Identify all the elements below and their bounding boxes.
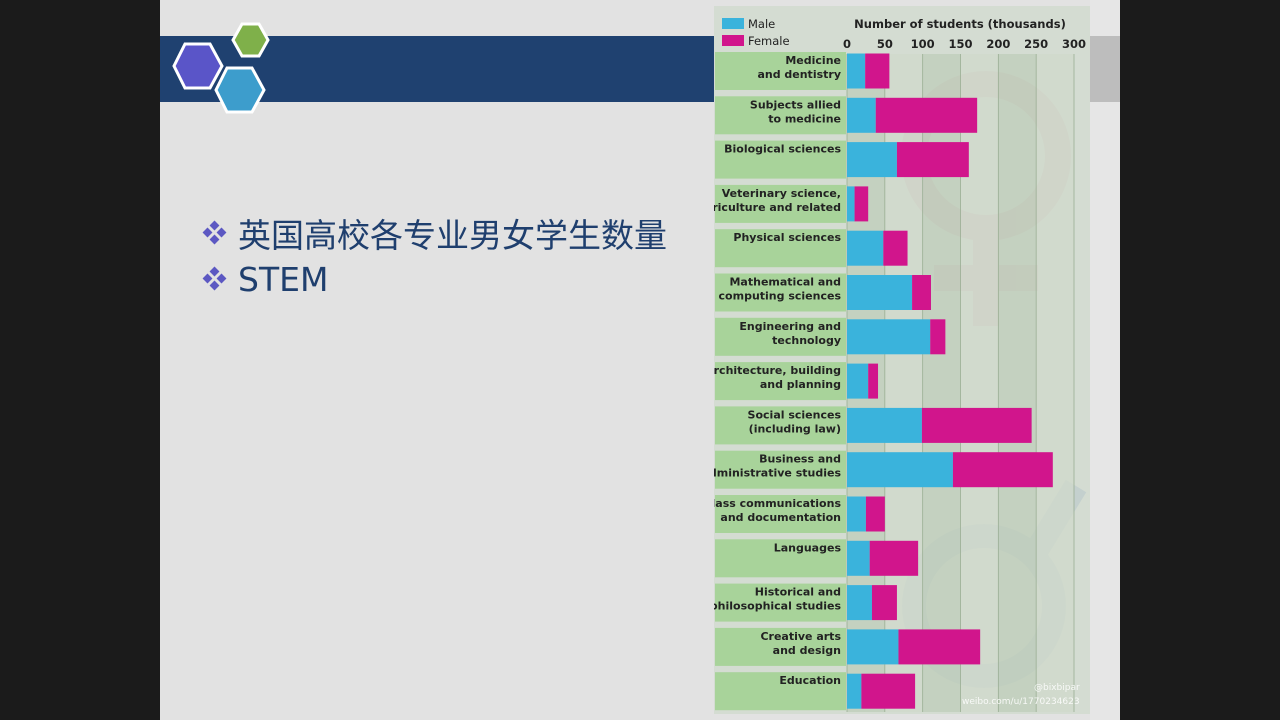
bar-female [868,363,879,399]
bar-male [847,53,866,89]
chart-title: Number of students (thousands) [854,17,1066,31]
category-label: Education [779,674,841,687]
category-label-bg [715,140,846,179]
x-tick-label: 150 [948,37,972,51]
grid-band [998,54,1037,712]
category-label: Mass communications and documentation [714,497,841,524]
bar-male [847,275,913,310]
category-label-bg [715,96,846,135]
bar-male [847,585,872,621]
bullet-text: STEM [238,259,329,299]
chart-panel: Medicine and dentistry Subjects allied to m… [697,6,1090,714]
category-label-bg [715,52,846,90]
category-label-bg [715,317,846,356]
category-label-bg [715,184,846,223]
category-label-bg [715,627,846,666]
bar-male [847,319,931,355]
legend-swatch [722,35,744,46]
bar-female [865,496,885,532]
category-label: Historical and philosophical studies [714,586,841,613]
x-tick-label: 0 [843,37,851,51]
category-label: Engineering and technology [739,320,841,347]
category-label-bg [715,495,846,533]
bar-female [875,97,978,133]
bar-male [847,142,897,178]
bullet-item: 英国高校各专业男女学生数量 [202,210,667,256]
category-label: Physical sciences [733,231,841,244]
bar-female [952,452,1053,488]
category-label-bg [715,539,846,578]
bar-male [847,540,870,576]
category-label-bg [715,362,846,401]
category-label-bg [715,672,846,711]
legend-label: Male [748,17,775,31]
x-tick-label: 300 [1062,37,1086,51]
category-label: Social sciences (including law) [748,408,842,435]
bar-female [871,585,897,621]
stacked-bar-chart: Medicine and dentistry Subjects allied to m… [697,17,1087,712]
category-label-bg [715,229,846,268]
x-tick-label: 250 [1024,37,1048,51]
watermark-handle: @bixbipar [1034,683,1080,693]
grid-band [1036,54,1074,712]
bar-male [847,407,922,443]
category-label: Creative arts and design [760,630,841,657]
diamond-bullet-icon [202,266,227,291]
category-label-bg [715,450,846,489]
bar-male [847,230,884,266]
category-label: Architecture, building and planning [714,364,841,391]
bar-male [847,629,899,665]
category-label: Subjects allied to medicine [750,98,841,125]
category-label-bg [715,406,846,445]
category-label: Mathematical and computing sciences [719,276,842,303]
x-tick-label: 50 [877,37,893,51]
bar-female [896,142,969,178]
bar-female [854,186,869,222]
bullet-text: 英国高校各专业男女学生数量 [238,216,667,255]
slide-edge-tab [1090,36,1120,102]
slide-edge [1090,0,1120,720]
category-label-bg [715,273,846,312]
bullet-item: STEM [202,256,667,302]
bar-female [930,319,946,355]
category-label-bg [715,583,846,622]
watermark-url: weibo.com/u/1770234623 [962,697,1080,707]
bar-male [847,97,876,133]
bullet-list: 英国高校各专业男女学生数量 STEM [202,210,667,302]
bar-male [847,363,869,399]
bar-male [847,496,866,532]
bar-female [912,275,931,310]
category-label: Medicine and dentistry [757,54,841,81]
bar-female [861,673,916,709]
category-label: Biological sciences [724,143,841,156]
bar-male [847,673,862,709]
category-label: Veterinary science,agriculture and relat… [714,187,841,214]
legend-label: Female [748,34,790,48]
bar-female [898,629,981,665]
bar-female [869,540,919,576]
x-tick-label: 100 [911,37,935,51]
bar-female [865,53,890,89]
diamond-bullet-icon [202,220,227,245]
bar-female [921,407,1032,443]
hexagon-logo-icon [172,22,270,114]
legend-swatch [722,18,744,29]
category-label: Languages [774,541,842,554]
x-tick-label: 200 [986,37,1010,51]
bar-male [847,452,953,488]
category-label: Business and administrative studies [714,453,841,480]
bar-male [847,186,855,222]
bar-female [883,230,908,266]
